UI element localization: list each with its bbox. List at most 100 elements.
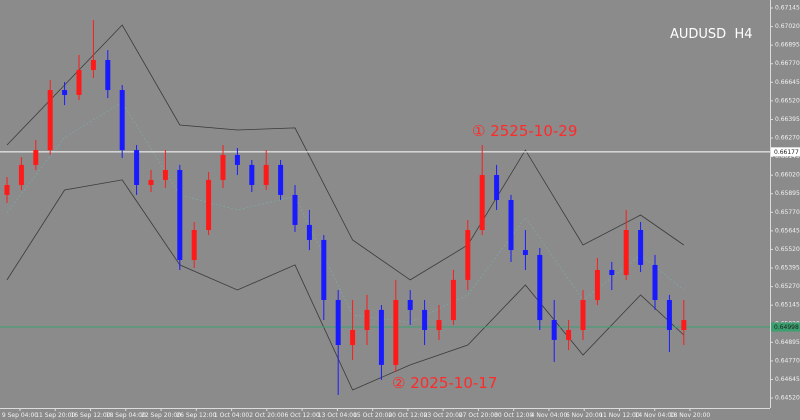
- candle-body: [33, 150, 39, 165]
- x-tick-label: 16 Sep 12:00: [70, 412, 110, 419]
- candle-body: [580, 299, 586, 330]
- x-tick-label: 22 Sep 20:00: [141, 412, 181, 419]
- candle-body: [681, 320, 687, 330]
- candle-body: [522, 250, 528, 255]
- x-tick-label: 13 Oct 04:00: [318, 412, 357, 419]
- candle-body: [220, 154, 226, 180]
- candle-body: [206, 179, 212, 231]
- y-tick-label: 0.67145: [775, 5, 800, 12]
- y-tick-label: 0.65520: [775, 246, 800, 253]
- candle-body: [321, 239, 327, 300]
- y-tick-label: 0.66770: [775, 60, 800, 67]
- band-upper: [6, 24, 685, 281]
- price-label-box: [771, 322, 800, 332]
- candle-body: [18, 164, 24, 185]
- x-tick-label: 6 Nov 20:00: [566, 412, 603, 419]
- x-tick-label: 18 Nov 20:00: [670, 412, 711, 419]
- candle-body: [4, 184, 10, 195]
- candle-body: [105, 60, 111, 91]
- candle-body: [177, 169, 183, 261]
- chart-title: AUDUSD H4: [670, 27, 753, 42]
- candle-body: [508, 199, 514, 251]
- candle-body: [652, 264, 658, 300]
- x-tick-label: 20 Oct 12:00: [388, 412, 427, 419]
- candle-body: [494, 175, 500, 200]
- candle-body: [407, 299, 413, 310]
- y-tick-label: 0.66020: [775, 172, 800, 179]
- candle-body: [378, 309, 384, 365]
- y-tick-label: 0.64770: [775, 357, 800, 364]
- candle-body: [364, 309, 370, 330]
- candle-body: [47, 90, 53, 151]
- candle-body: [537, 254, 543, 321]
- candle-body: [609, 269, 615, 276]
- annotation: ② 2025-10-17: [392, 374, 497, 392]
- x-tick-label: 18 Sep 04:00: [106, 412, 146, 419]
- price-label-box: [771, 147, 800, 157]
- candle-body: [148, 179, 154, 185]
- y-tick-label: 0.64645: [775, 376, 800, 383]
- candle-body: [551, 320, 557, 340]
- candle-body: [278, 164, 284, 195]
- x-tick-label: 15 Oct 20:00: [353, 412, 392, 419]
- y-tick-label: 0.65895: [775, 190, 800, 197]
- candle-body: [292, 194, 298, 225]
- y-tick-label: 0.64895: [775, 339, 800, 346]
- candle-body: [566, 329, 572, 340]
- x-tick-label: 6 Oct 12:00: [284, 412, 319, 419]
- x-tick-label: 1 Oct 04:00: [214, 412, 249, 419]
- x-tick-label: 26 Sep 12:00: [176, 412, 216, 419]
- y-tick-label: 0.66395: [775, 116, 800, 123]
- candle-body: [465, 230, 471, 280]
- y-tick-label: 0.65395: [775, 265, 800, 272]
- y-tick-label: 0.66270: [775, 135, 800, 142]
- price-label: 0.66177: [774, 149, 799, 156]
- y-tick-label: 0.66520: [775, 97, 800, 104]
- candle-body: [90, 60, 96, 70]
- x-tick-label: 11 Nov 12:00: [599, 412, 640, 419]
- candle-body: [62, 90, 68, 95]
- candle-body: [350, 329, 356, 346]
- candle-body: [335, 299, 341, 346]
- x-tick-label: 14 Nov 04:00: [635, 412, 676, 419]
- candle-body: [306, 224, 312, 240]
- y-tick-label: 0.66145: [775, 153, 800, 160]
- y-tick-label: 0.65270: [775, 283, 800, 290]
- candle-body: [623, 230, 629, 276]
- y-tick-label: 0.65770: [775, 209, 800, 216]
- candle-body: [393, 299, 399, 365]
- x-tick-label: 2 Oct 20:00: [249, 412, 284, 419]
- y-tick-label: 0.65145: [775, 302, 800, 309]
- y-tick-label: 0.66645: [775, 79, 800, 86]
- x-tick-label: 27 Oct 20:00: [459, 412, 498, 419]
- candle-body: [436, 320, 442, 330]
- candle-body: [666, 299, 672, 330]
- candle-body: [234, 154, 240, 165]
- candle-body: [450, 279, 456, 321]
- candle-body: [594, 269, 600, 300]
- x-tick-label: 30 Oct 12:00: [494, 412, 533, 419]
- x-tick-label: 23 Oct 20:00: [424, 412, 463, 419]
- candle-body: [119, 90, 125, 151]
- annotation: ① 2525-10-29: [472, 122, 577, 140]
- x-tick-label: 4 Nov 04:00: [531, 412, 568, 419]
- y-tick-label: 0.66895: [775, 42, 800, 49]
- candle-body: [638, 230, 644, 265]
- x-tick-label: 9 Sep 04:00: [2, 412, 38, 419]
- candle-body: [422, 309, 428, 330]
- band-lower: [6, 179, 685, 391]
- candle-body: [191, 230, 197, 261]
- price-label: 0.64998: [774, 324, 799, 331]
- candle-body: [162, 169, 168, 180]
- x-tick-label: 11 Sep 20:00: [35, 412, 75, 419]
- y-tick-label: 0.65645: [775, 227, 800, 234]
- y-tick-label: 0.67020: [775, 23, 800, 30]
- candle-body: [76, 69, 82, 95]
- candle-body: [134, 150, 140, 185]
- candle-body: [249, 164, 255, 185]
- candle-body: [479, 175, 485, 231]
- y-tick-label: 0.64520: [775, 395, 800, 402]
- candle-body: [263, 164, 269, 185]
